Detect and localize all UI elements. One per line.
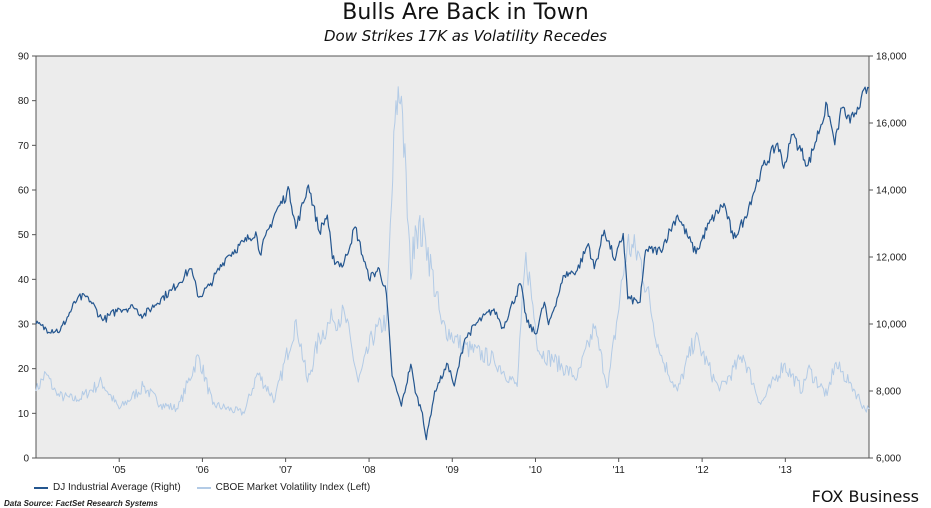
x-tick-label: '11 [613, 465, 626, 476]
left-tick-label: 90 [18, 52, 30, 63]
left-tick-label: 70 [18, 141, 30, 152]
left-tick-label: 40 [18, 275, 30, 286]
right-tick-label: 12,000 [876, 253, 907, 264]
right-axis-ticks: 6,000 8,000 10,000 12,000 14,000 16,000 18,000 [869, 52, 907, 465]
x-tick-label: '12 [696, 465, 709, 476]
legend-swatch-vix [196, 486, 211, 489]
chart-title: Bulls Are Back in Town [342, 0, 589, 25]
series-line-dow [35, 86, 870, 441]
x-axis-ticks: '05 '06 '07 '08 '09 '10 '11 '12 '13 [113, 458, 792, 476]
left-tick-label: 20 [18, 364, 30, 375]
legend-item-dow: DJ Industrial Average (Right) [34, 482, 181, 493]
series-layer [35, 86, 870, 441]
chart-subtitle: Dow Strikes 17K as Volatility Recedes [324, 27, 607, 45]
x-tick-label: '08 [363, 465, 376, 476]
left-tick-label: 10 [18, 409, 30, 420]
brand-logo: FOX Business [811, 487, 919, 506]
left-tick-label: 50 [18, 230, 30, 241]
right-tick-label: 16,000 [876, 119, 907, 130]
legend-label-dow: DJ Industrial Average (Right) [53, 482, 181, 493]
x-tick-label: '13 [779, 465, 792, 476]
legend-label-vix: CBOE Market Volatility Index (Left) [215, 482, 371, 493]
left-tick-label: 80 [18, 96, 30, 107]
legend-item-vix: CBOE Market Volatility Index (Left) [196, 482, 371, 493]
left-tick-label: 0 [23, 454, 29, 465]
right-tick-label: 14,000 [876, 186, 907, 197]
plot-area [35, 55, 870, 459]
data-source-note: Data Source: FactSet Research Systems [4, 499, 158, 508]
right-tick-label: 8,000 [876, 387, 901, 398]
legend-swatch-dow [34, 486, 48, 489]
left-tick-label: 30 [18, 320, 30, 331]
x-tick-label: '05 [113, 465, 126, 476]
x-tick-label: '07 [279, 465, 292, 476]
legend: DJ Industrial Average (Right) CBOE Marke… [34, 482, 380, 493]
x-tick-label: '06 [196, 465, 209, 476]
x-tick-label: '09 [446, 465, 459, 476]
left-axis-ticks: 0 10 20 30 40 50 60 70 80 90 [18, 52, 36, 465]
x-tick-label: '10 [529, 465, 542, 476]
left-tick-label: 60 [18, 186, 30, 197]
right-tick-label: 18,000 [876, 52, 907, 63]
right-tick-label: 10,000 [876, 320, 907, 331]
series-line-vix [35, 86, 870, 416]
right-tick-label: 6,000 [876, 454, 901, 465]
